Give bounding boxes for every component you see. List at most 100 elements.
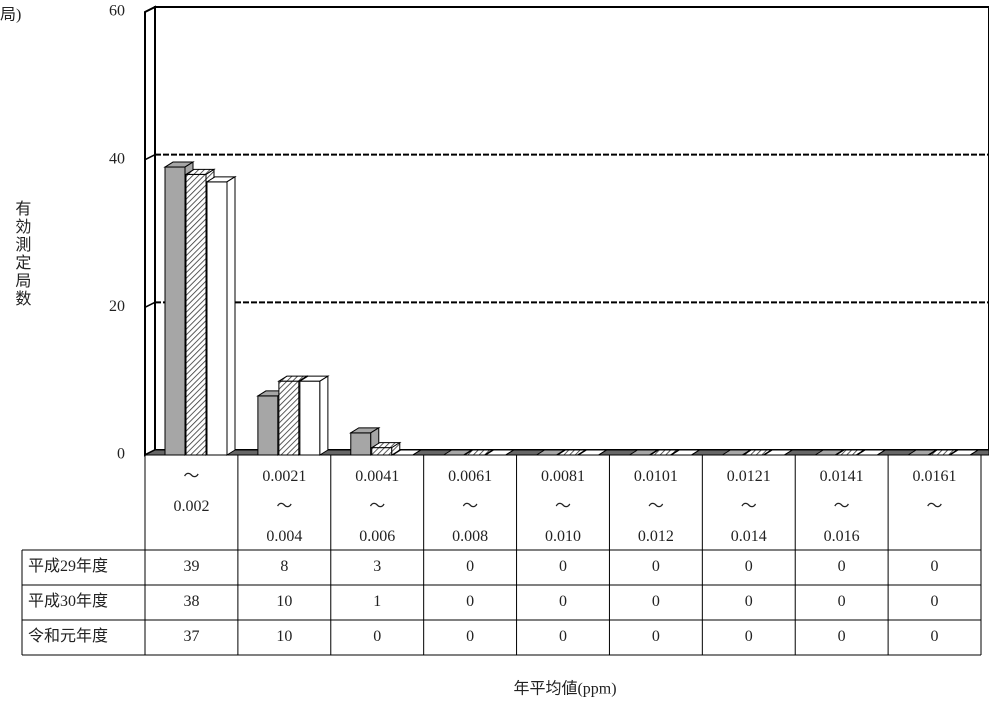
x-tick-line: 0.0061 bbox=[448, 468, 492, 485]
bar-side bbox=[556, 449, 565, 456]
x-tick-line: 0.004 bbox=[266, 528, 302, 545]
bar bbox=[370, 441, 402, 456]
table-value: 0 bbox=[652, 628, 660, 645]
bar-side bbox=[855, 449, 865, 456]
bar bbox=[813, 449, 845, 456]
x-tick-line: ～ bbox=[276, 498, 292, 515]
y-axis-title: 有効測定局数 bbox=[12, 200, 31, 308]
x-tick-line: ～ bbox=[741, 498, 757, 515]
bar-side bbox=[969, 449, 979, 456]
table-value: 0 bbox=[745, 558, 753, 575]
x-tick-line: ～ bbox=[834, 498, 850, 515]
x-tick-line: 0.008 bbox=[452, 528, 488, 545]
x-tick-label: 0.0101 ～ 0.012 bbox=[634, 468, 678, 545]
bar-front bbox=[299, 380, 321, 456]
bar-side bbox=[834, 449, 844, 456]
y-tick-label: 60 bbox=[109, 3, 125, 20]
grid-line-side bbox=[144, 153, 156, 161]
grid-line-side bbox=[144, 6, 156, 13]
bar-side bbox=[763, 449, 772, 456]
x-tick-line: ～ bbox=[555, 498, 571, 515]
table-value: 8 bbox=[280, 558, 288, 575]
x-tick-line: ～ bbox=[927, 498, 943, 515]
table-value: 0 bbox=[838, 593, 846, 610]
x-tick-line: 0.0041 bbox=[355, 468, 399, 485]
bar-side bbox=[691, 449, 700, 456]
table-value: 38 bbox=[183, 593, 199, 610]
bar bbox=[855, 449, 887, 456]
x-tick-line: 0.016 bbox=[824, 528, 860, 545]
x-tick-line: 0.0081 bbox=[541, 468, 585, 485]
table-value: 0 bbox=[652, 593, 660, 610]
bar-side bbox=[412, 449, 422, 456]
bar-side bbox=[598, 449, 607, 456]
bar-side bbox=[876, 449, 886, 456]
bar bbox=[483, 449, 516, 456]
bar bbox=[906, 449, 938, 456]
x-axis-title: 年平均値(ppm) bbox=[513, 680, 616, 698]
bar bbox=[948, 449, 980, 456]
bar-front bbox=[350, 432, 372, 456]
table-value: 0 bbox=[652, 558, 660, 575]
bar bbox=[669, 449, 702, 456]
bar bbox=[391, 449, 423, 456]
table-value: 0 bbox=[559, 628, 567, 645]
y-tick-label: 0 bbox=[117, 446, 125, 463]
bar bbox=[205, 175, 237, 456]
x-tick-label: 0.0041 ～ 0.006 bbox=[355, 468, 399, 545]
x-tick-line: 0.006 bbox=[359, 528, 395, 545]
bar bbox=[534, 449, 567, 456]
bar-side bbox=[463, 449, 472, 456]
bar-side bbox=[784, 449, 793, 456]
x-tick-label: 0.0161 ～ bbox=[913, 468, 957, 515]
y-tick-label: 20 bbox=[109, 298, 125, 315]
x-tick-label: ～ 0.002 bbox=[173, 468, 209, 515]
bar-side bbox=[927, 449, 937, 456]
x-tick-line: ～ bbox=[462, 498, 478, 515]
y-tick-label: 40 bbox=[109, 150, 125, 167]
bar bbox=[555, 449, 588, 456]
bar bbox=[576, 449, 609, 456]
table-value: 0 bbox=[466, 593, 474, 610]
bar bbox=[648, 449, 681, 456]
grid-line-side bbox=[144, 301, 156, 309]
bar bbox=[462, 449, 495, 456]
table-value: 0 bbox=[466, 558, 474, 575]
x-tick-label: 0.0141 ～ 0.016 bbox=[820, 468, 864, 545]
table-value: 0 bbox=[559, 593, 567, 610]
table-value: 10 bbox=[276, 628, 292, 645]
bar-front bbox=[371, 447, 393, 456]
bar-side bbox=[577, 449, 586, 456]
table-value: 10 bbox=[276, 593, 292, 610]
bar-side bbox=[649, 449, 658, 456]
bar-side bbox=[226, 175, 236, 456]
bar-side bbox=[670, 449, 679, 456]
table-value: 3 bbox=[373, 558, 381, 575]
unit-label: 局) bbox=[0, 7, 21, 24]
table-value: 0 bbox=[838, 628, 846, 645]
x-tick-label: 0.0081 ～ 0.010 bbox=[541, 468, 585, 545]
table-value: 0 bbox=[373, 628, 381, 645]
bar-front bbox=[185, 173, 207, 456]
x-tick-line: 0.0101 bbox=[634, 468, 678, 485]
bar bbox=[741, 449, 774, 456]
table-value: 0 bbox=[466, 628, 474, 645]
x-tick-line: 0.0141 bbox=[820, 468, 864, 485]
table-value: 1 bbox=[373, 593, 381, 610]
legend-label: 令和元年度 bbox=[28, 627, 108, 645]
table-value: 0 bbox=[931, 593, 939, 610]
bar-side bbox=[391, 441, 401, 456]
bar bbox=[762, 449, 795, 456]
x-tick-line: 0.0121 bbox=[727, 468, 771, 485]
x-tick-line: ～ bbox=[369, 498, 385, 515]
x-tick-line: 0.010 bbox=[545, 528, 581, 545]
bar-side bbox=[948, 449, 958, 456]
bar-side bbox=[484, 449, 493, 456]
bar bbox=[349, 426, 381, 456]
bar-side bbox=[505, 449, 514, 456]
table-value: 0 bbox=[931, 558, 939, 575]
x-tick-label: 0.0121 ～ 0.014 bbox=[727, 468, 771, 545]
bar bbox=[627, 449, 660, 456]
bar-front bbox=[257, 395, 279, 456]
